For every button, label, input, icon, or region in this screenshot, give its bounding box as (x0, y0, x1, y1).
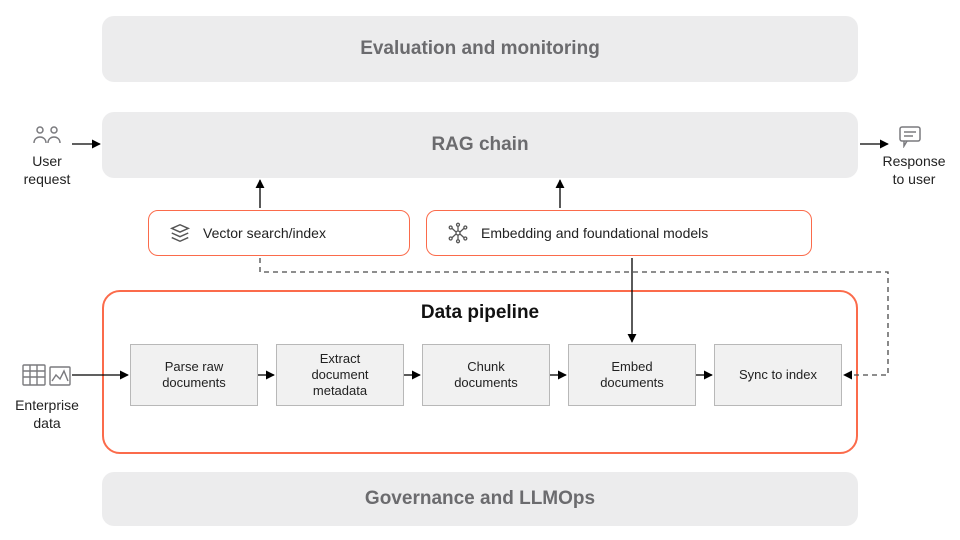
step-embed: Embeddocuments (568, 344, 696, 406)
chip-embedding-models: Embedding and foundational models (426, 210, 812, 256)
user-request-label: Userrequest (14, 152, 80, 188)
band-evaluation-title: Evaluation and monitoring (360, 38, 600, 60)
response-label: Responseto user (878, 152, 950, 188)
band-gov-title: Governance and LLMOps (365, 488, 595, 510)
step-parse-label: Parse rawdocuments (162, 359, 226, 392)
stack-icon (169, 222, 191, 244)
band-governance: Governance and LLMOps (102, 472, 858, 526)
chat-icon (898, 124, 928, 150)
network-icon (447, 222, 469, 244)
step-parse: Parse rawdocuments (130, 344, 258, 406)
band-rag-title: RAG chain (431, 134, 528, 156)
step-meta: Extractdocumentmetadata (276, 344, 404, 406)
chip-embedmdl-label: Embedding and foundational models (481, 225, 708, 241)
step-embed-label: Embeddocuments (600, 359, 664, 392)
band-rag-chain: RAG chain (102, 112, 858, 178)
data-icon (22, 360, 72, 390)
step-chunk-label: Chunkdocuments (454, 359, 518, 392)
step-sync: Sync to index (714, 344, 842, 406)
step-sync-label: Sync to index (739, 367, 817, 383)
users-icon (30, 122, 64, 150)
enterprise-data-label: Enterprisedata (10, 396, 84, 432)
data-pipeline-title: Data pipeline (104, 302, 856, 324)
band-evaluation: Evaluation and monitoring (102, 16, 858, 82)
chip-vector-search: Vector search/index (148, 210, 410, 256)
step-chunk: Chunkdocuments (422, 344, 550, 406)
chip-vector-label: Vector search/index (203, 225, 326, 241)
step-meta-label: Extractdocumentmetadata (311, 351, 368, 400)
